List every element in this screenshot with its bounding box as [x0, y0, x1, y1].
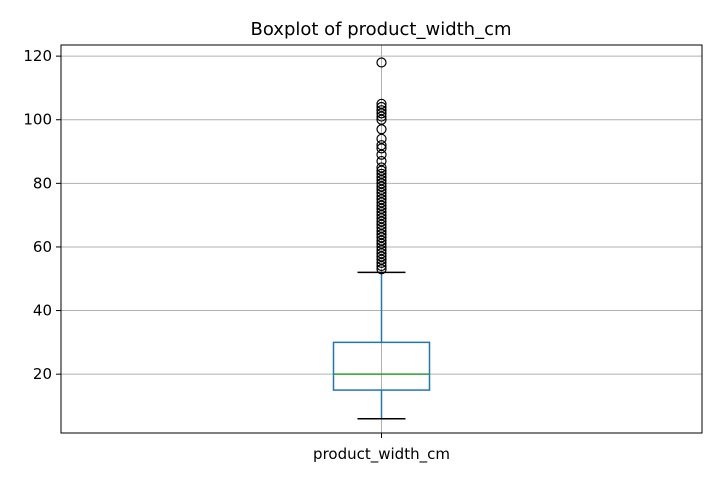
iqr-box: [332, 341, 431, 391]
y-tick-label: 80: [33, 174, 52, 192]
x-axis: product_width_cm: [313, 433, 450, 464]
outlier-point: [376, 155, 387, 167]
outlier-point: [376, 162, 387, 173]
y-tick-label: 100: [23, 111, 52, 129]
outlier-point: [376, 57, 387, 68]
outlier-point: [376, 101, 387, 113]
chart-title: Boxplot of product_width_cm: [250, 19, 511, 40]
y-tick-label: 120: [23, 47, 52, 65]
y-axis: 20 40 60 80 100 120: [23, 47, 61, 383]
outlier-point: [376, 140, 387, 151]
y-tick-label: 40: [33, 302, 52, 320]
outlier-point: [376, 98, 387, 109]
outlier-point: [376, 105, 387, 116]
plot-frame: [60, 44, 703, 434]
y-tick-label: 60: [33, 238, 52, 256]
plot-area: [332, 57, 431, 420]
x-tick-label: product_width_cm: [313, 445, 450, 464]
gridlines: [61, 45, 702, 433]
y-tick-label: 20: [33, 365, 52, 383]
outlier-point: [376, 168, 387, 179]
